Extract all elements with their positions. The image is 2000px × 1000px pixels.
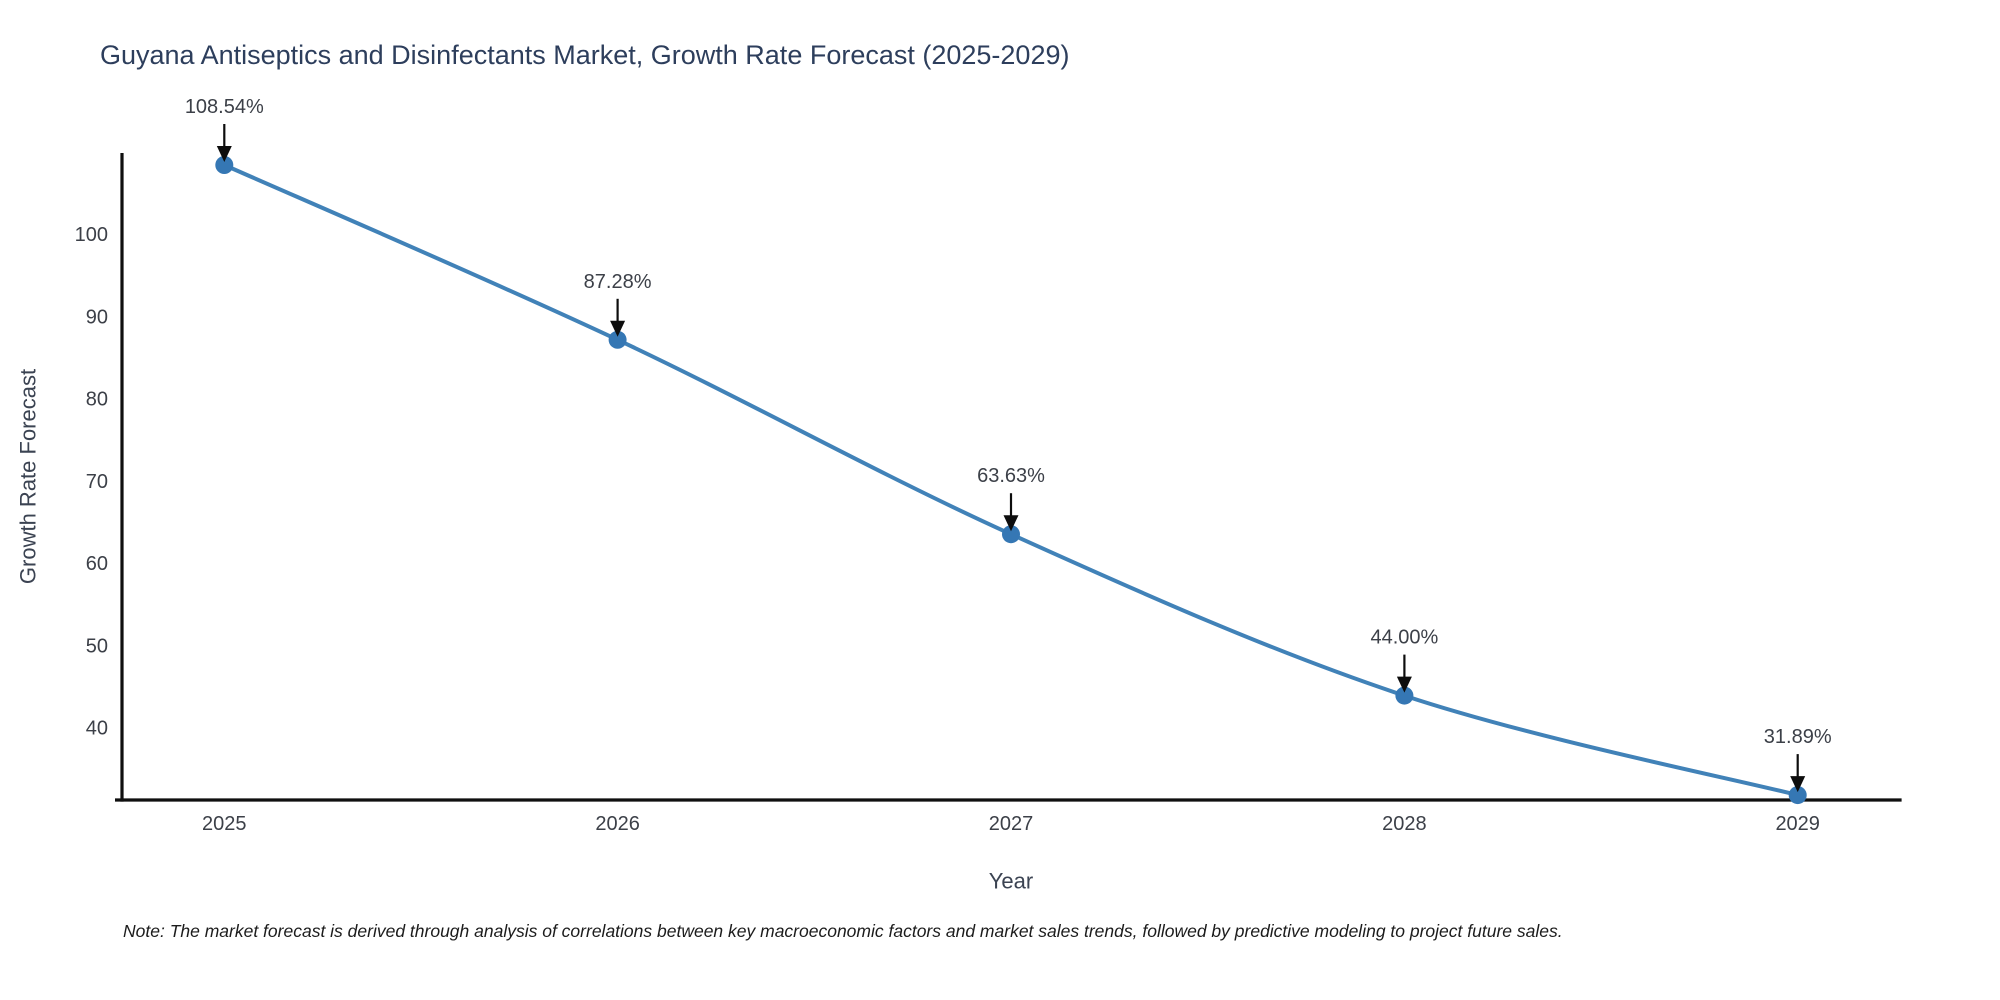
- data-point-marker: [1395, 686, 1414, 705]
- x-tick-label: 2028: [1382, 813, 1427, 835]
- x-tick-label: 2029: [1775, 813, 1820, 835]
- data-point-label: 63.63%: [977, 465, 1045, 487]
- annotation-arrowhead: [1396, 676, 1412, 693]
- y-tick-label: 90: [86, 306, 108, 328]
- annotation-arrowhead: [216, 146, 232, 162]
- data-point-marker: [608, 330, 627, 349]
- y-tick-label: 100: [75, 224, 108, 246]
- data-point-label: 44.00%: [1370, 627, 1438, 649]
- annotation-arrowhead: [610, 320, 626, 337]
- data-point-label: 108.54%: [185, 96, 264, 118]
- data-point-label: 87.28%: [584, 271, 652, 293]
- y-tick-label: 80: [86, 389, 108, 411]
- x-tick-label: 2027: [989, 813, 1034, 835]
- y-tick-label: 60: [86, 553, 108, 575]
- annotation-arrowhead: [1003, 515, 1019, 532]
- data-point-marker: [215, 156, 234, 174]
- annotation-arrowhead: [1790, 776, 1806, 793]
- x-tick-label: 2025: [202, 813, 247, 835]
- data-point-marker: [1788, 786, 1807, 805]
- x-axis-title: Year: [989, 869, 1033, 894]
- x-tick-label: 2026: [595, 813, 640, 835]
- y-axis-title: Growth Rate Forecast: [16, 369, 41, 584]
- y-tick-label: 70: [86, 471, 108, 493]
- y-tick-label: 50: [86, 635, 108, 657]
- chart-title: Guyana Antiseptics and Disinfectants Mar…: [100, 40, 1070, 70]
- y-tick-label: 40: [86, 718, 108, 740]
- footnote: Note: The market forecast is derived thr…: [123, 921, 1563, 941]
- data-point-label: 31.89%: [1764, 726, 1832, 748]
- data-point-marker: [1002, 525, 1020, 544]
